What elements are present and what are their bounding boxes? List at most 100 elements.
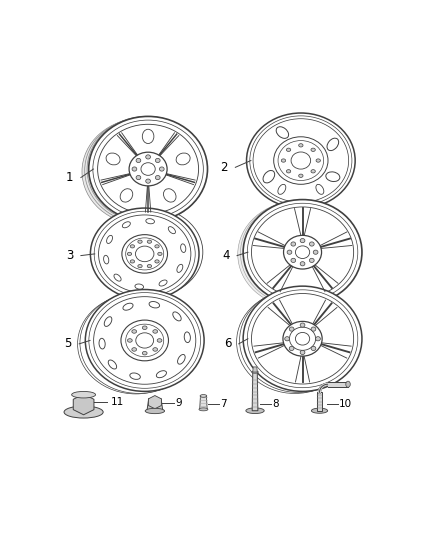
Ellipse shape <box>99 215 191 293</box>
Ellipse shape <box>311 169 315 173</box>
Ellipse shape <box>316 184 324 195</box>
Ellipse shape <box>311 408 328 413</box>
Ellipse shape <box>240 288 357 392</box>
Ellipse shape <box>157 338 162 342</box>
Ellipse shape <box>153 348 158 351</box>
Ellipse shape <box>78 294 194 394</box>
Ellipse shape <box>299 174 303 177</box>
Ellipse shape <box>289 346 294 351</box>
Ellipse shape <box>283 321 322 356</box>
Polygon shape <box>317 392 322 411</box>
Ellipse shape <box>129 152 167 186</box>
Ellipse shape <box>156 370 166 378</box>
Ellipse shape <box>146 155 151 159</box>
Ellipse shape <box>132 167 137 171</box>
Ellipse shape <box>64 406 103 418</box>
Ellipse shape <box>326 172 340 182</box>
Text: 6: 6 <box>224 337 231 350</box>
Ellipse shape <box>132 330 137 333</box>
Ellipse shape <box>141 163 155 175</box>
Ellipse shape <box>142 326 147 329</box>
Ellipse shape <box>159 280 167 286</box>
Ellipse shape <box>90 208 199 300</box>
Ellipse shape <box>130 260 134 263</box>
Ellipse shape <box>106 153 120 165</box>
Ellipse shape <box>72 391 95 398</box>
Ellipse shape <box>85 289 204 391</box>
Ellipse shape <box>274 137 328 184</box>
Ellipse shape <box>300 350 305 354</box>
Polygon shape <box>253 367 257 372</box>
Ellipse shape <box>346 381 350 387</box>
Ellipse shape <box>278 184 286 195</box>
Text: 8: 8 <box>273 399 279 409</box>
Ellipse shape <box>243 199 362 305</box>
Ellipse shape <box>184 332 191 343</box>
Ellipse shape <box>276 127 289 139</box>
Ellipse shape <box>289 327 294 331</box>
Ellipse shape <box>311 327 316 331</box>
Ellipse shape <box>155 175 160 180</box>
Ellipse shape <box>247 113 355 208</box>
Ellipse shape <box>237 290 353 393</box>
Ellipse shape <box>98 124 198 214</box>
Ellipse shape <box>155 260 159 263</box>
Ellipse shape <box>127 252 132 255</box>
Ellipse shape <box>126 324 164 357</box>
Ellipse shape <box>155 245 159 248</box>
Ellipse shape <box>316 159 321 162</box>
Ellipse shape <box>291 242 296 246</box>
Ellipse shape <box>240 200 360 306</box>
Ellipse shape <box>99 211 198 293</box>
Ellipse shape <box>168 227 176 233</box>
Ellipse shape <box>123 303 133 310</box>
Ellipse shape <box>309 259 314 262</box>
Polygon shape <box>147 399 163 411</box>
Ellipse shape <box>295 246 310 259</box>
Ellipse shape <box>135 284 144 289</box>
Ellipse shape <box>291 259 296 262</box>
Ellipse shape <box>104 255 109 264</box>
Ellipse shape <box>108 360 117 369</box>
Ellipse shape <box>88 116 208 222</box>
Ellipse shape <box>286 148 291 151</box>
Ellipse shape <box>94 211 195 296</box>
Ellipse shape <box>180 244 186 253</box>
Ellipse shape <box>247 203 358 301</box>
Ellipse shape <box>299 144 303 147</box>
Ellipse shape <box>106 236 113 244</box>
Ellipse shape <box>247 290 358 387</box>
Ellipse shape <box>155 158 160 163</box>
Ellipse shape <box>127 338 132 342</box>
Ellipse shape <box>243 286 362 391</box>
Ellipse shape <box>290 327 316 350</box>
Ellipse shape <box>300 262 305 266</box>
Ellipse shape <box>130 245 134 248</box>
Text: 2: 2 <box>220 161 228 174</box>
Text: 1: 1 <box>66 171 74 184</box>
Ellipse shape <box>142 130 154 143</box>
Ellipse shape <box>82 118 202 224</box>
Ellipse shape <box>99 338 105 349</box>
Ellipse shape <box>251 294 353 384</box>
Ellipse shape <box>311 346 316 351</box>
Text: 11: 11 <box>111 397 124 407</box>
Text: 4: 4 <box>222 249 230 262</box>
Ellipse shape <box>122 222 131 228</box>
Ellipse shape <box>163 189 176 202</box>
Ellipse shape <box>130 373 140 379</box>
Ellipse shape <box>327 138 339 151</box>
Ellipse shape <box>94 297 196 384</box>
Ellipse shape <box>316 337 320 341</box>
Ellipse shape <box>285 337 290 341</box>
Ellipse shape <box>176 153 190 165</box>
Text: 10: 10 <box>339 399 352 409</box>
Ellipse shape <box>250 116 352 205</box>
Ellipse shape <box>300 238 305 243</box>
Polygon shape <box>200 396 207 409</box>
Ellipse shape <box>136 333 154 348</box>
Ellipse shape <box>120 189 133 202</box>
Ellipse shape <box>121 320 169 361</box>
Ellipse shape <box>283 236 321 269</box>
Ellipse shape <box>93 120 203 218</box>
